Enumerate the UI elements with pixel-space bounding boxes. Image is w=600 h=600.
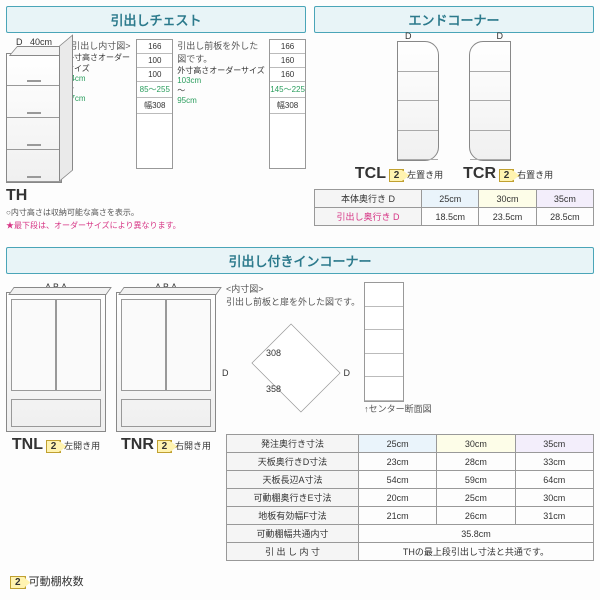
chest-note-2: ★最下段は、オーダーサイズにより異なります。 [6,220,306,231]
footer-text: 可動棚枚数 [29,576,84,588]
shelf-count-icon: 2 [389,169,405,182]
chest-dims-2: 引出し前板を外した図です。 外寸高さオーダーサイズ 103cm 〜 95cm [177,39,265,105]
footer: 2 可動棚枚数 [0,567,600,595]
chest-dims-1: <引出し内寸図> 外寸高さオーダーサイズ 94cm 〜 77cm [66,39,132,103]
chest-note-1: ○内寸高さは収納可能な高さを表示。 [6,207,306,218]
shelf-count-icon: 2 [46,440,62,453]
tcl-diagram [397,41,439,161]
shelf-count-icon: 2 [499,169,515,182]
end-corner-title: エンドコーナー [314,6,594,33]
in-corner-table: 発注奥行き寸法 25cm 30cm 35cm 天板奥行きD寸法 23cm 28c… [226,434,594,561]
tnl-code: TNL [12,436,43,453]
chest-model-code: TH [6,187,62,205]
chest-outline-1: 166 100 100 85～255 幅308 [136,39,173,169]
footer-shelf-icon: 2 [10,576,26,589]
shelf-count-icon: 2 [157,440,173,453]
tcr-diagram [469,41,511,161]
chest-outline-2: 166 160 160 145～225 幅308 [269,39,306,169]
tnr-code: TNR [121,436,154,453]
in-corner-title: 引出し付きインコーナー [6,247,594,274]
section-in-corner: 引出し付きインコーナー A B A TNL 2 左開き用 A B A TNR 2 [0,237,600,567]
in-corner-side-diagram [364,282,404,402]
section-chest: 引出しチェスト D 40cm TH <引出し内寸図> 外寸高さオーダーサイズ 9… [6,6,306,231]
chest-cabinet-diagram [6,53,62,183]
tnr-diagram [116,292,216,432]
tnl-diagram [6,292,106,432]
chest-title: 引出しチェスト [6,6,306,33]
tcl-code: TCL [355,165,386,182]
tcr-code: TCR [463,165,496,182]
end-corner-table: 本体奥行き D 25cm 30cm 35cm 引出し奥行き D 18.5cm 2… [314,189,594,226]
in-corner-inner-diagram [251,323,340,412]
section-end-corner: エンドコーナー D D TCL 2 左置き用 TCR 2 右置き用 [314,6,594,231]
